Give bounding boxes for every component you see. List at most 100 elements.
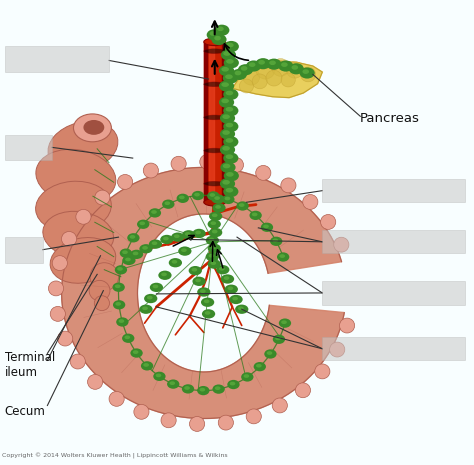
Ellipse shape (241, 66, 247, 71)
Ellipse shape (255, 58, 271, 69)
Ellipse shape (161, 272, 167, 276)
Ellipse shape (267, 351, 273, 355)
Circle shape (48, 281, 64, 296)
Ellipse shape (167, 379, 179, 389)
Circle shape (109, 392, 124, 406)
Ellipse shape (281, 320, 287, 324)
Ellipse shape (206, 236, 219, 245)
Ellipse shape (266, 59, 282, 70)
Ellipse shape (289, 63, 304, 74)
Ellipse shape (226, 43, 234, 47)
Ellipse shape (204, 49, 225, 53)
Ellipse shape (204, 148, 225, 153)
Ellipse shape (139, 305, 153, 314)
Ellipse shape (153, 285, 158, 288)
Ellipse shape (210, 221, 216, 225)
Ellipse shape (220, 113, 235, 124)
Ellipse shape (174, 234, 180, 238)
Ellipse shape (230, 382, 236, 385)
Circle shape (94, 296, 109, 311)
Ellipse shape (158, 271, 172, 280)
Ellipse shape (225, 285, 238, 294)
Circle shape (89, 280, 110, 301)
Circle shape (339, 318, 355, 333)
Ellipse shape (194, 193, 200, 196)
Ellipse shape (127, 233, 139, 242)
Polygon shape (209, 46, 214, 198)
Ellipse shape (206, 252, 219, 261)
Circle shape (218, 415, 233, 430)
Ellipse shape (223, 89, 238, 100)
Ellipse shape (223, 105, 238, 116)
Ellipse shape (212, 213, 218, 217)
Ellipse shape (133, 350, 138, 354)
Ellipse shape (221, 49, 236, 60)
Ellipse shape (223, 73, 238, 84)
Ellipse shape (150, 283, 163, 292)
Ellipse shape (204, 299, 210, 303)
Ellipse shape (222, 180, 230, 185)
Ellipse shape (219, 80, 234, 92)
Circle shape (50, 306, 65, 321)
Ellipse shape (36, 149, 116, 204)
Ellipse shape (115, 265, 127, 274)
Ellipse shape (235, 305, 248, 314)
Ellipse shape (200, 388, 205, 392)
Ellipse shape (201, 298, 214, 307)
Ellipse shape (139, 221, 145, 225)
Ellipse shape (122, 250, 128, 254)
Ellipse shape (220, 178, 235, 189)
Ellipse shape (197, 386, 210, 395)
Text: Terminal
ileum: Terminal ileum (5, 351, 55, 379)
Circle shape (272, 398, 287, 413)
Ellipse shape (229, 295, 243, 304)
Ellipse shape (142, 306, 148, 310)
Ellipse shape (113, 300, 125, 309)
Ellipse shape (224, 41, 239, 52)
Ellipse shape (204, 199, 225, 206)
Circle shape (243, 68, 260, 85)
Ellipse shape (116, 317, 128, 326)
Circle shape (286, 61, 303, 78)
Ellipse shape (292, 65, 298, 70)
Ellipse shape (279, 254, 285, 258)
Ellipse shape (263, 225, 269, 228)
Text: Pancreas: Pancreas (360, 112, 420, 125)
Bar (322, 337, 465, 360)
Ellipse shape (208, 219, 221, 229)
Ellipse shape (225, 74, 233, 79)
Circle shape (52, 256, 67, 271)
Ellipse shape (222, 146, 230, 151)
Ellipse shape (256, 364, 262, 368)
Ellipse shape (151, 210, 157, 214)
Ellipse shape (246, 60, 261, 72)
Circle shape (76, 209, 91, 224)
Ellipse shape (281, 62, 288, 67)
Polygon shape (222, 42, 225, 202)
Ellipse shape (214, 36, 221, 40)
Ellipse shape (133, 252, 138, 255)
Circle shape (303, 194, 318, 209)
Ellipse shape (219, 267, 225, 271)
Ellipse shape (224, 276, 229, 280)
Ellipse shape (149, 208, 161, 218)
Ellipse shape (162, 199, 174, 209)
Ellipse shape (115, 302, 121, 306)
Ellipse shape (189, 266, 202, 275)
Ellipse shape (210, 31, 216, 36)
Ellipse shape (225, 197, 230, 200)
Ellipse shape (171, 232, 184, 242)
Ellipse shape (142, 246, 148, 250)
Circle shape (301, 67, 316, 82)
Circle shape (320, 214, 336, 229)
Ellipse shape (48, 121, 118, 172)
Ellipse shape (184, 386, 190, 390)
Ellipse shape (249, 62, 255, 67)
Ellipse shape (209, 238, 214, 241)
Ellipse shape (273, 335, 285, 344)
Ellipse shape (207, 191, 219, 200)
Circle shape (272, 59, 290, 76)
Ellipse shape (222, 130, 230, 135)
Ellipse shape (261, 223, 273, 232)
Ellipse shape (115, 285, 120, 288)
